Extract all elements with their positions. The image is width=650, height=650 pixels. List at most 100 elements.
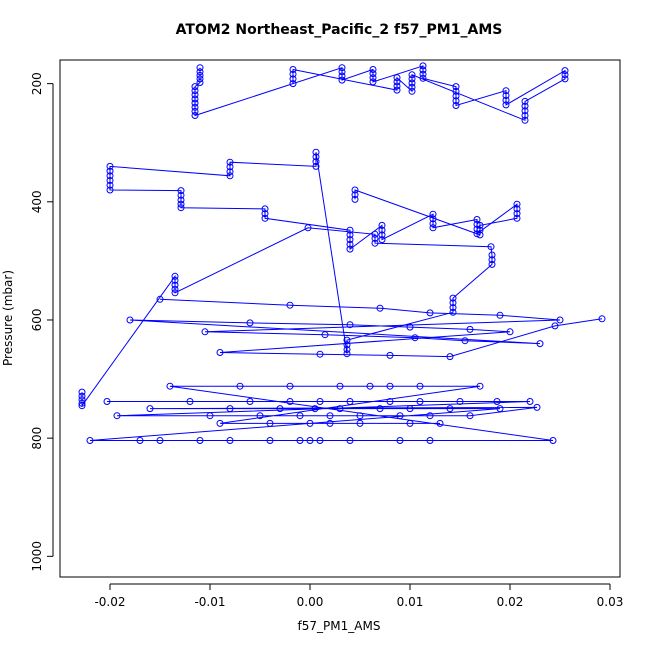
data-point xyxy=(343,341,351,349)
data-point xyxy=(177,187,185,195)
data-point xyxy=(346,245,354,253)
data-point xyxy=(326,412,334,420)
data-point xyxy=(371,239,379,247)
data-point xyxy=(276,405,284,413)
data-point xyxy=(408,79,416,87)
data-point xyxy=(426,412,434,420)
data-point xyxy=(226,163,234,171)
data-point xyxy=(408,75,416,83)
data-point xyxy=(561,71,569,79)
data-point xyxy=(366,382,374,390)
data-point xyxy=(286,301,294,309)
data-point xyxy=(196,79,204,86)
data-point xyxy=(369,78,377,86)
data-point xyxy=(78,388,86,396)
data-point xyxy=(177,196,185,204)
data-point xyxy=(171,272,179,280)
data-point xyxy=(236,382,244,390)
data-point xyxy=(521,112,529,119)
data-point xyxy=(346,231,354,239)
data-point xyxy=(449,294,457,302)
data-point xyxy=(196,437,204,444)
data-point xyxy=(286,382,294,390)
data-point xyxy=(306,419,314,427)
data-point xyxy=(426,309,434,317)
data-point xyxy=(393,78,401,86)
data-point xyxy=(449,304,457,312)
profile-line xyxy=(81,152,518,408)
data-point xyxy=(408,83,416,91)
data-point xyxy=(261,205,269,213)
data-point xyxy=(466,412,474,420)
data-point xyxy=(191,91,199,99)
data-point xyxy=(446,405,454,413)
data-point xyxy=(326,419,334,427)
data-point xyxy=(78,392,86,400)
data-point xyxy=(106,186,114,194)
y-tick-label: 400 xyxy=(30,190,44,213)
data-point xyxy=(386,351,394,359)
data-point xyxy=(177,204,185,212)
x-tick-label: 0.01 xyxy=(397,595,424,609)
data-point xyxy=(561,75,569,83)
data-point xyxy=(513,200,521,208)
data-point xyxy=(226,437,234,444)
data-point xyxy=(393,82,401,90)
data-point xyxy=(393,74,401,82)
data-point xyxy=(246,398,254,405)
data-point xyxy=(343,346,351,353)
profile-line xyxy=(89,385,554,441)
data-point xyxy=(429,215,437,223)
x-tick-label: 0.02 xyxy=(497,595,524,609)
data-point xyxy=(338,68,346,76)
data-point xyxy=(456,398,464,405)
data-point xyxy=(226,168,234,176)
data-point xyxy=(502,96,510,104)
data-point xyxy=(346,236,354,244)
data-point xyxy=(506,328,514,336)
y-axis-label: Pressure (mbar) xyxy=(1,270,15,366)
data-point xyxy=(376,304,384,312)
data-point xyxy=(171,276,179,284)
data-point xyxy=(171,285,179,293)
data-point xyxy=(461,337,469,345)
data-point xyxy=(496,405,504,413)
data-point xyxy=(378,221,386,229)
data-point xyxy=(598,315,606,323)
data-point xyxy=(513,214,521,222)
data-point xyxy=(191,103,199,111)
data-point xyxy=(266,437,274,444)
data-point xyxy=(216,419,224,427)
data-point xyxy=(378,231,386,239)
data-point xyxy=(78,399,86,407)
data-point xyxy=(146,405,154,413)
data-point xyxy=(426,437,434,444)
data-point xyxy=(502,101,510,109)
x-tick-label: 0.00 xyxy=(297,595,324,609)
data-point xyxy=(476,231,484,239)
data-point xyxy=(312,148,320,156)
data-point xyxy=(449,299,457,307)
data-point xyxy=(376,405,384,413)
data-point xyxy=(371,230,379,238)
data-point xyxy=(289,80,297,88)
data-point xyxy=(346,398,354,405)
data-point xyxy=(356,419,364,427)
data-point xyxy=(177,191,185,199)
data-point xyxy=(289,70,297,78)
data-point xyxy=(196,71,204,79)
data-point xyxy=(556,316,564,324)
y-tick-label: 600 xyxy=(30,309,44,332)
data-point xyxy=(526,398,534,405)
data-point xyxy=(106,172,114,180)
data-point xyxy=(521,97,529,105)
data-point xyxy=(136,437,144,444)
data-point xyxy=(416,382,424,390)
data-point xyxy=(196,68,204,76)
data-point xyxy=(166,382,174,390)
data-point xyxy=(386,382,394,390)
data-point xyxy=(316,350,324,358)
data-point xyxy=(106,181,114,189)
data-point xyxy=(476,382,484,390)
